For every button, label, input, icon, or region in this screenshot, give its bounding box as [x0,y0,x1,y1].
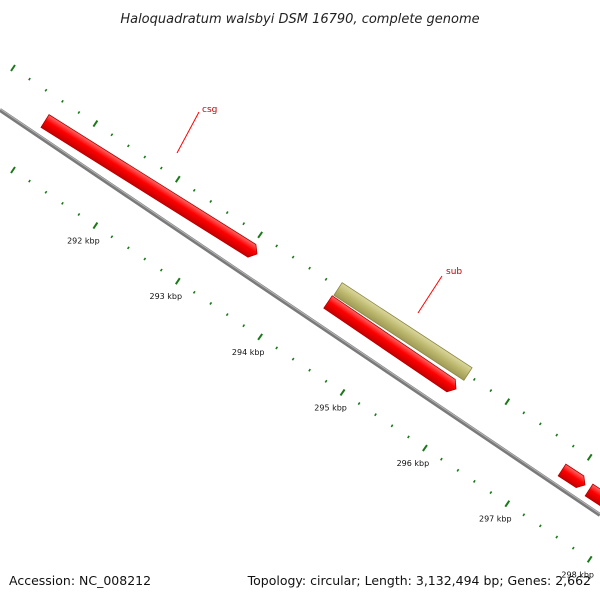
outer-major-tick [257,231,264,239]
outer-minor-tick [522,411,526,415]
outer-minor-tick [110,133,114,137]
inner-minor-tick [192,290,196,294]
outer-major-tick [586,453,593,461]
scale-label: 297 kbp [479,515,512,524]
outer-minor-tick [324,277,328,281]
inner-minor-tick [522,513,526,517]
scale-label: 298 kbp [561,570,594,579]
csg-gene-arrow[interactable] [40,114,261,261]
outer-major-tick [174,175,181,183]
gene-arrow[interactable] [584,483,600,511]
map-title: Haloquadratum walsbyi DSM 16790, complet… [120,12,479,27]
inner-minor-tick [357,402,361,406]
outer-minor-tick [472,377,476,381]
inner-minor-tick [324,379,328,383]
outer-minor-tick [489,389,493,393]
scale-labels: 292 kbp 293 kbp 294 kbp 295 kbp 296 kbp 297 k… [67,237,594,580]
outer-minor-tick [538,422,542,426]
sub-gene-label[interactable]: sub [446,267,462,277]
genome-backbone [0,108,600,517]
inner-minor-tick [538,524,542,528]
inner-minor-tick [407,435,410,439]
outer-minor-tick [143,155,147,159]
inner-minor-tick [308,368,311,372]
inner-tick-track [10,166,593,563]
outer-major-tick [92,120,99,128]
scale-label: 294 kbp [232,348,265,357]
inner-minor-tick [489,491,493,495]
inner-minor-tick [126,246,130,250]
outer-tick-track [10,64,593,461]
inner-minor-tick [159,268,163,272]
inner-major-tick [339,388,346,396]
outer-minor-tick [242,222,246,226]
inner-major-tick [586,555,593,563]
inner-minor-tick [143,257,147,261]
inner-minor-tick [555,535,559,539]
scale-label: 292 kbp [67,237,100,246]
inner-minor-tick [77,212,81,217]
outer-minor-tick [192,188,196,192]
gene-arrow[interactable] [323,295,460,395]
inner-minor-tick [110,235,114,239]
inner-minor-tick [456,468,460,472]
outer-minor-tick [159,166,163,170]
outer-minor-tick [291,255,295,259]
gene-arrow[interactable] [557,463,589,491]
inner-minor-tick [440,457,443,461]
inner-major-tick [174,277,181,285]
scale-label: 295 kbp [314,403,347,412]
outer-minor-tick [61,99,64,103]
inner-major-tick [504,500,511,508]
inner-minor-tick [225,313,229,317]
outer-minor-tick [308,266,311,270]
outer-minor-tick [225,211,229,215]
outer-minor-tick [28,77,31,81]
genome-backbone-highlight [0,108,600,515]
csg-gene-label[interactable]: csg [202,105,217,115]
inner-minor-tick [472,479,476,483]
inner-minor-tick [374,413,377,417]
outer-minor-tick [555,433,559,437]
inner-minor-tick [242,324,246,328]
inner-major-tick [92,222,99,230]
inner-major-tick [422,444,428,452]
genome-summary-text: Topology: circular; Length: 3,132,494 bp… [247,573,591,588]
sub-gene-arrow[interactable] [333,282,473,381]
feature-track [40,114,600,511]
inner-minor-tick [209,301,213,305]
sub-callout-line [417,275,443,314]
scale-label: 296 kbp [397,459,430,468]
outer-minor-tick [571,444,575,448]
inner-major-tick [10,166,16,174]
inner-major-tick [257,333,264,341]
outer-minor-tick [77,110,81,115]
inner-minor-tick [390,424,394,428]
outer-major-tick [504,398,511,406]
outer-minor-tick [275,244,279,248]
outer-minor-tick [209,199,213,203]
inner-minor-tick [571,546,575,550]
outer-major-tick [10,64,16,72]
csg-callout-line [176,111,200,154]
inner-minor-tick [291,357,295,361]
inner-minor-tick [275,346,279,350]
scale-label: 293 kbp [149,292,182,301]
outer-minor-tick [44,88,48,92]
accession-text: Accession: NC_008212 [9,573,151,588]
inner-minor-tick [28,179,31,183]
inner-minor-tick [61,201,64,205]
inner-minor-tick [44,190,48,194]
outer-minor-tick [126,144,130,148]
